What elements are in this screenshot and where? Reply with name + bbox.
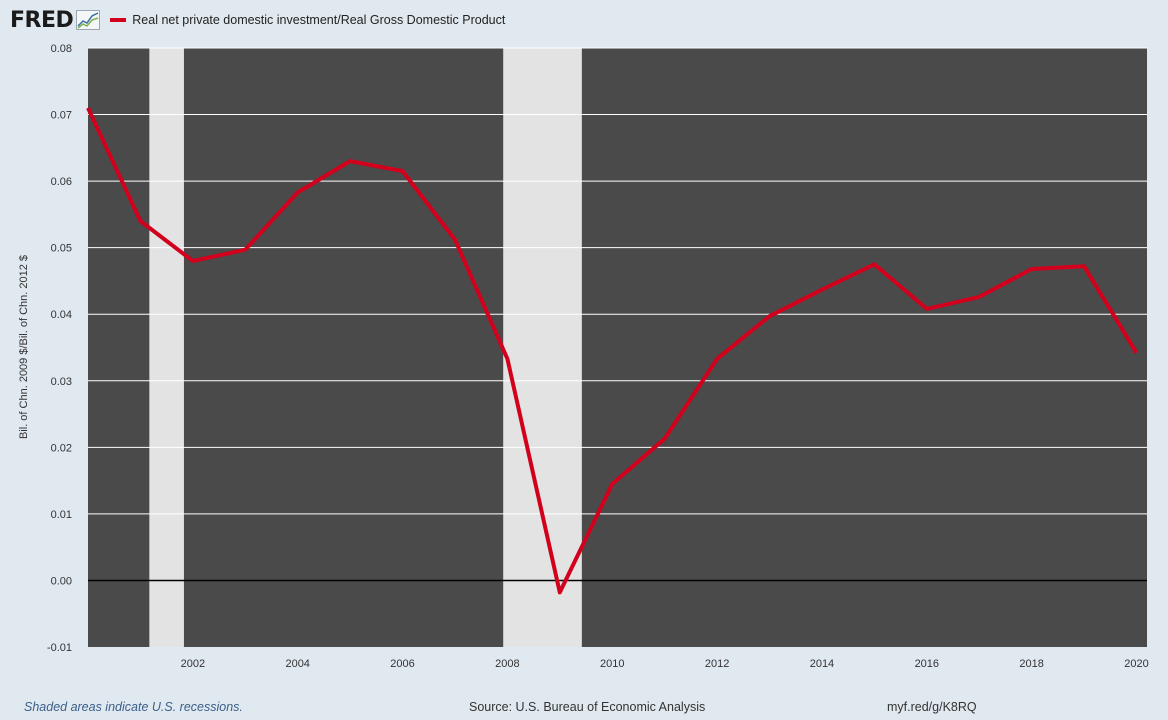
short-link[interactable]: myf.red/g/K8RQ xyxy=(887,700,977,714)
recession-band xyxy=(503,48,582,647)
y-tick-label: 0.01 xyxy=(51,509,72,521)
x-tick-label: 2010 xyxy=(600,658,624,670)
chart-legend: Real net private domestic investment/Rea… xyxy=(110,13,505,27)
plot-area xyxy=(88,48,1147,647)
series-line xyxy=(86,107,1139,595)
x-tick-label: 2018 xyxy=(1019,658,1043,670)
y-tick-label: 0.06 xyxy=(51,176,72,188)
x-tick-label: 2014 xyxy=(810,658,834,670)
legend-label: Real net private domestic investment/Rea… xyxy=(132,13,506,27)
recession-band xyxy=(149,48,184,647)
x-tick-label: 2016 xyxy=(915,658,939,670)
x-tick-label: 2008 xyxy=(495,658,519,670)
chart-header: FRED Real net private domestic investmen… xyxy=(10,6,505,34)
y-tick-label: 0.05 xyxy=(51,243,72,255)
trend-graph-icon xyxy=(76,10,101,30)
y-tick-label: 0.08 xyxy=(51,43,72,55)
y-axis-label: Bil. of Chn. 2009 $/Bil. of Chn. 2012 $ xyxy=(18,255,30,439)
y-tick-label: 0.07 xyxy=(51,110,72,122)
y-tick-label: 0.02 xyxy=(51,442,72,454)
legend-swatch xyxy=(110,18,127,22)
x-tick-label: 2012 xyxy=(705,658,729,670)
x-tick-label: 2002 xyxy=(181,658,205,670)
fred-logo[interactable]: FRED xyxy=(10,7,74,33)
x-tick-label: 2020 xyxy=(1124,658,1148,670)
source-note: Source: U.S. Bureau of Economic Analysis xyxy=(469,700,706,714)
y-tick-label: 0.03 xyxy=(51,376,72,388)
y-tick-label: -0.01 xyxy=(47,642,72,654)
x-tick-label: 2006 xyxy=(390,658,414,670)
y-tick-label: 0.04 xyxy=(51,309,72,321)
x-tick-label: 2004 xyxy=(285,658,309,670)
y-tick-label: 0.00 xyxy=(51,575,72,587)
recession-note: Shaded areas indicate U.S. recessions. xyxy=(24,700,243,714)
